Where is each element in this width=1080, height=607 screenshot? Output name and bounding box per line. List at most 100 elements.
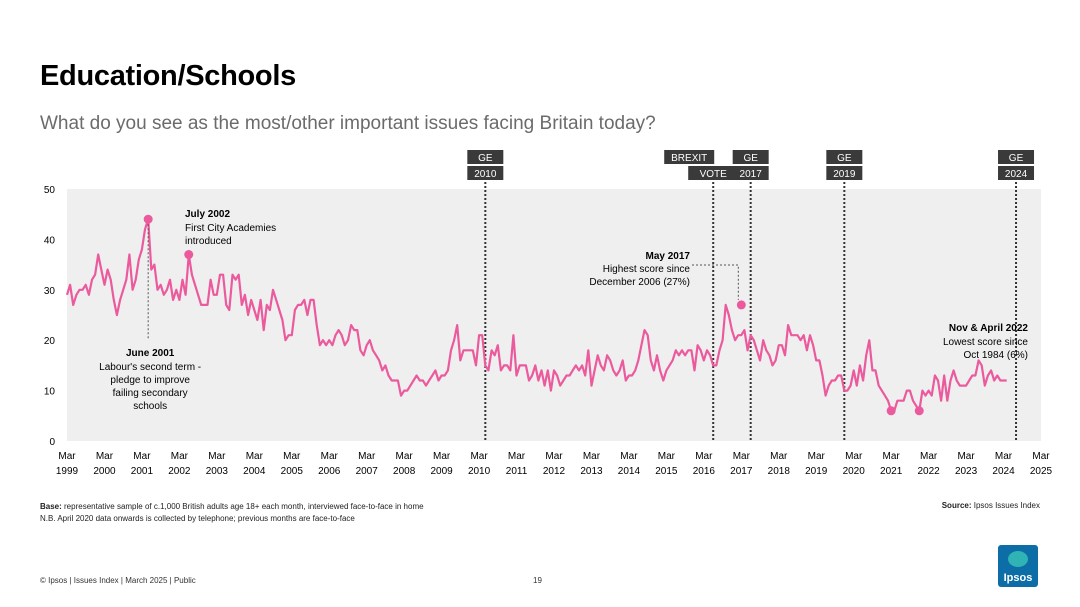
x-tick-month: Mar: [583, 451, 601, 462]
event-label-box: [826, 166, 863, 180]
annotation-leader: [692, 264, 739, 300]
x-tick-month: Mar: [171, 451, 189, 462]
y-tick-label: 0: [49, 437, 55, 448]
y-tick-label: 10: [44, 387, 56, 398]
x-tick-year: 2020: [843, 466, 866, 477]
event-label-text: 2024: [1005, 169, 1028, 180]
event-label-text: GE: [743, 153, 758, 164]
x-tick-year: 2024: [992, 466, 1015, 477]
x-tick-month: Mar: [396, 451, 414, 462]
x-tick-month: Mar: [957, 451, 975, 462]
x-tick-year: 2006: [318, 466, 341, 477]
x-tick-year: 2022: [917, 466, 940, 477]
y-tick-label: 20: [44, 336, 56, 347]
annotation-text: Lowest score since: [943, 337, 1028, 348]
y-tick-label: 30: [44, 286, 56, 297]
annotation-text: failing secondary: [113, 388, 188, 399]
page-number: 19: [533, 576, 542, 585]
y-tick-label: 40: [44, 235, 56, 246]
series-line: [65, 218, 1007, 412]
x-tick-year: 2025: [1030, 466, 1053, 477]
x-tick-month: Mar: [433, 451, 451, 462]
annotation-text: First City Academies: [185, 223, 276, 234]
x-tick-year: 1999: [56, 466, 79, 477]
x-tick-year: 2021: [880, 466, 903, 477]
x-tick-year: 2019: [805, 466, 828, 477]
annotation-text: schools: [133, 401, 167, 412]
annotation-title: Nov & April 2022: [949, 323, 1029, 334]
event-label-box: [998, 166, 1035, 180]
plot-area: [67, 189, 1041, 441]
event-label-box: [826, 150, 863, 164]
x-tick-month: Mar: [208, 451, 226, 462]
x-tick-month: Mar: [246, 451, 264, 462]
footer-text: © Ipsos | Issues Index | March 2025 | Pu…: [40, 576, 196, 585]
x-tick-year: 2002: [168, 466, 191, 477]
x-tick-month: Mar: [283, 451, 301, 462]
x-tick-month: Mar: [508, 451, 526, 462]
source-text: Ipsos Issues Index: [971, 501, 1040, 510]
base-label: Base:: [40, 502, 62, 511]
x-tick-month: Mar: [620, 451, 638, 462]
logo-mark-icon: [1008, 551, 1028, 567]
x-tick-year: 2001: [131, 466, 154, 477]
page-title: Education/Schools: [40, 60, 296, 92]
event-label-box: [664, 150, 715, 164]
event-label-text: VOTE: [700, 169, 728, 180]
event-label-box: [998, 150, 1035, 164]
y-tick-label: 50: [44, 185, 56, 196]
base-text: representative sample of c.1,000 British…: [61, 502, 424, 511]
annotation-text: December 2006 (27%): [589, 277, 690, 288]
x-tick-month: Mar: [995, 451, 1013, 462]
page-subtitle: What do you see as the most/other import…: [40, 113, 656, 134]
annotation-marker: [886, 406, 896, 416]
annotation-text: Oct 1984 (6%): [964, 350, 1028, 361]
x-tick-year: 2005: [281, 466, 304, 477]
x-tick-year: 2007: [356, 466, 379, 477]
x-tick-month: Mar: [695, 451, 713, 462]
x-tick-month: Mar: [358, 451, 376, 462]
event-label-text: 2019: [833, 169, 856, 180]
x-tick-month: Mar: [845, 451, 863, 462]
x-tick-year: 2023: [955, 466, 978, 477]
x-tick-month: Mar: [545, 451, 563, 462]
x-tick-year: 2017: [730, 466, 753, 477]
logo-text: Ipsos: [1003, 572, 1033, 584]
x-tick-month: Mar: [1032, 451, 1050, 462]
x-tick-year: 2015: [655, 466, 678, 477]
x-tick-month: Mar: [96, 451, 114, 462]
x-tick-month: Mar: [808, 451, 826, 462]
event-label-text: BREXIT: [671, 153, 707, 164]
annotation-marker: [143, 214, 153, 224]
x-tick-year: 2013: [580, 466, 603, 477]
x-tick-month: Mar: [321, 451, 339, 462]
x-tick-month: Mar: [770, 451, 788, 462]
x-tick-year: 2016: [693, 466, 716, 477]
nb-note: N.B. April 2020 data onwards is collecte…: [40, 514, 355, 523]
source-label: Source:: [941, 501, 972, 510]
x-tick-month: Mar: [470, 451, 488, 462]
ipsos-logo: Ipsos: [998, 545, 1038, 587]
event-label-box: [467, 150, 504, 164]
event-label-box: [688, 166, 739, 180]
annotation-title: July 2002: [185, 209, 230, 220]
x-tick-year: 2012: [543, 466, 566, 477]
event-label-box: [732, 150, 769, 164]
x-tick-year: 2014: [618, 466, 641, 477]
annotation-marker: [736, 300, 746, 310]
event-label-text: GE: [478, 153, 493, 164]
line-chart: 0 10 20 30 40 50 Mar 1999 Mar 2000 Mar 2001 Mar 2002 M…: [44, 150, 1053, 477]
annotation-marker: [914, 406, 924, 416]
event-label-text: GE: [1009, 153, 1024, 164]
event-label-text: 2017: [740, 169, 763, 180]
annotation-text: pledge to improve: [110, 375, 190, 386]
x-tick-month: Mar: [733, 451, 751, 462]
base-note: Base: representative sample of c.1,000 B…: [40, 501, 424, 525]
x-tick-year: 2011: [506, 466, 528, 477]
x-tick-month: Mar: [58, 451, 76, 462]
x-tick-year: 2009: [430, 466, 453, 477]
annotation-marker: [184, 250, 194, 260]
event-label-box: [467, 166, 504, 180]
annotation-text: introduced: [185, 236, 232, 247]
x-tick-year: 2000: [93, 466, 116, 477]
